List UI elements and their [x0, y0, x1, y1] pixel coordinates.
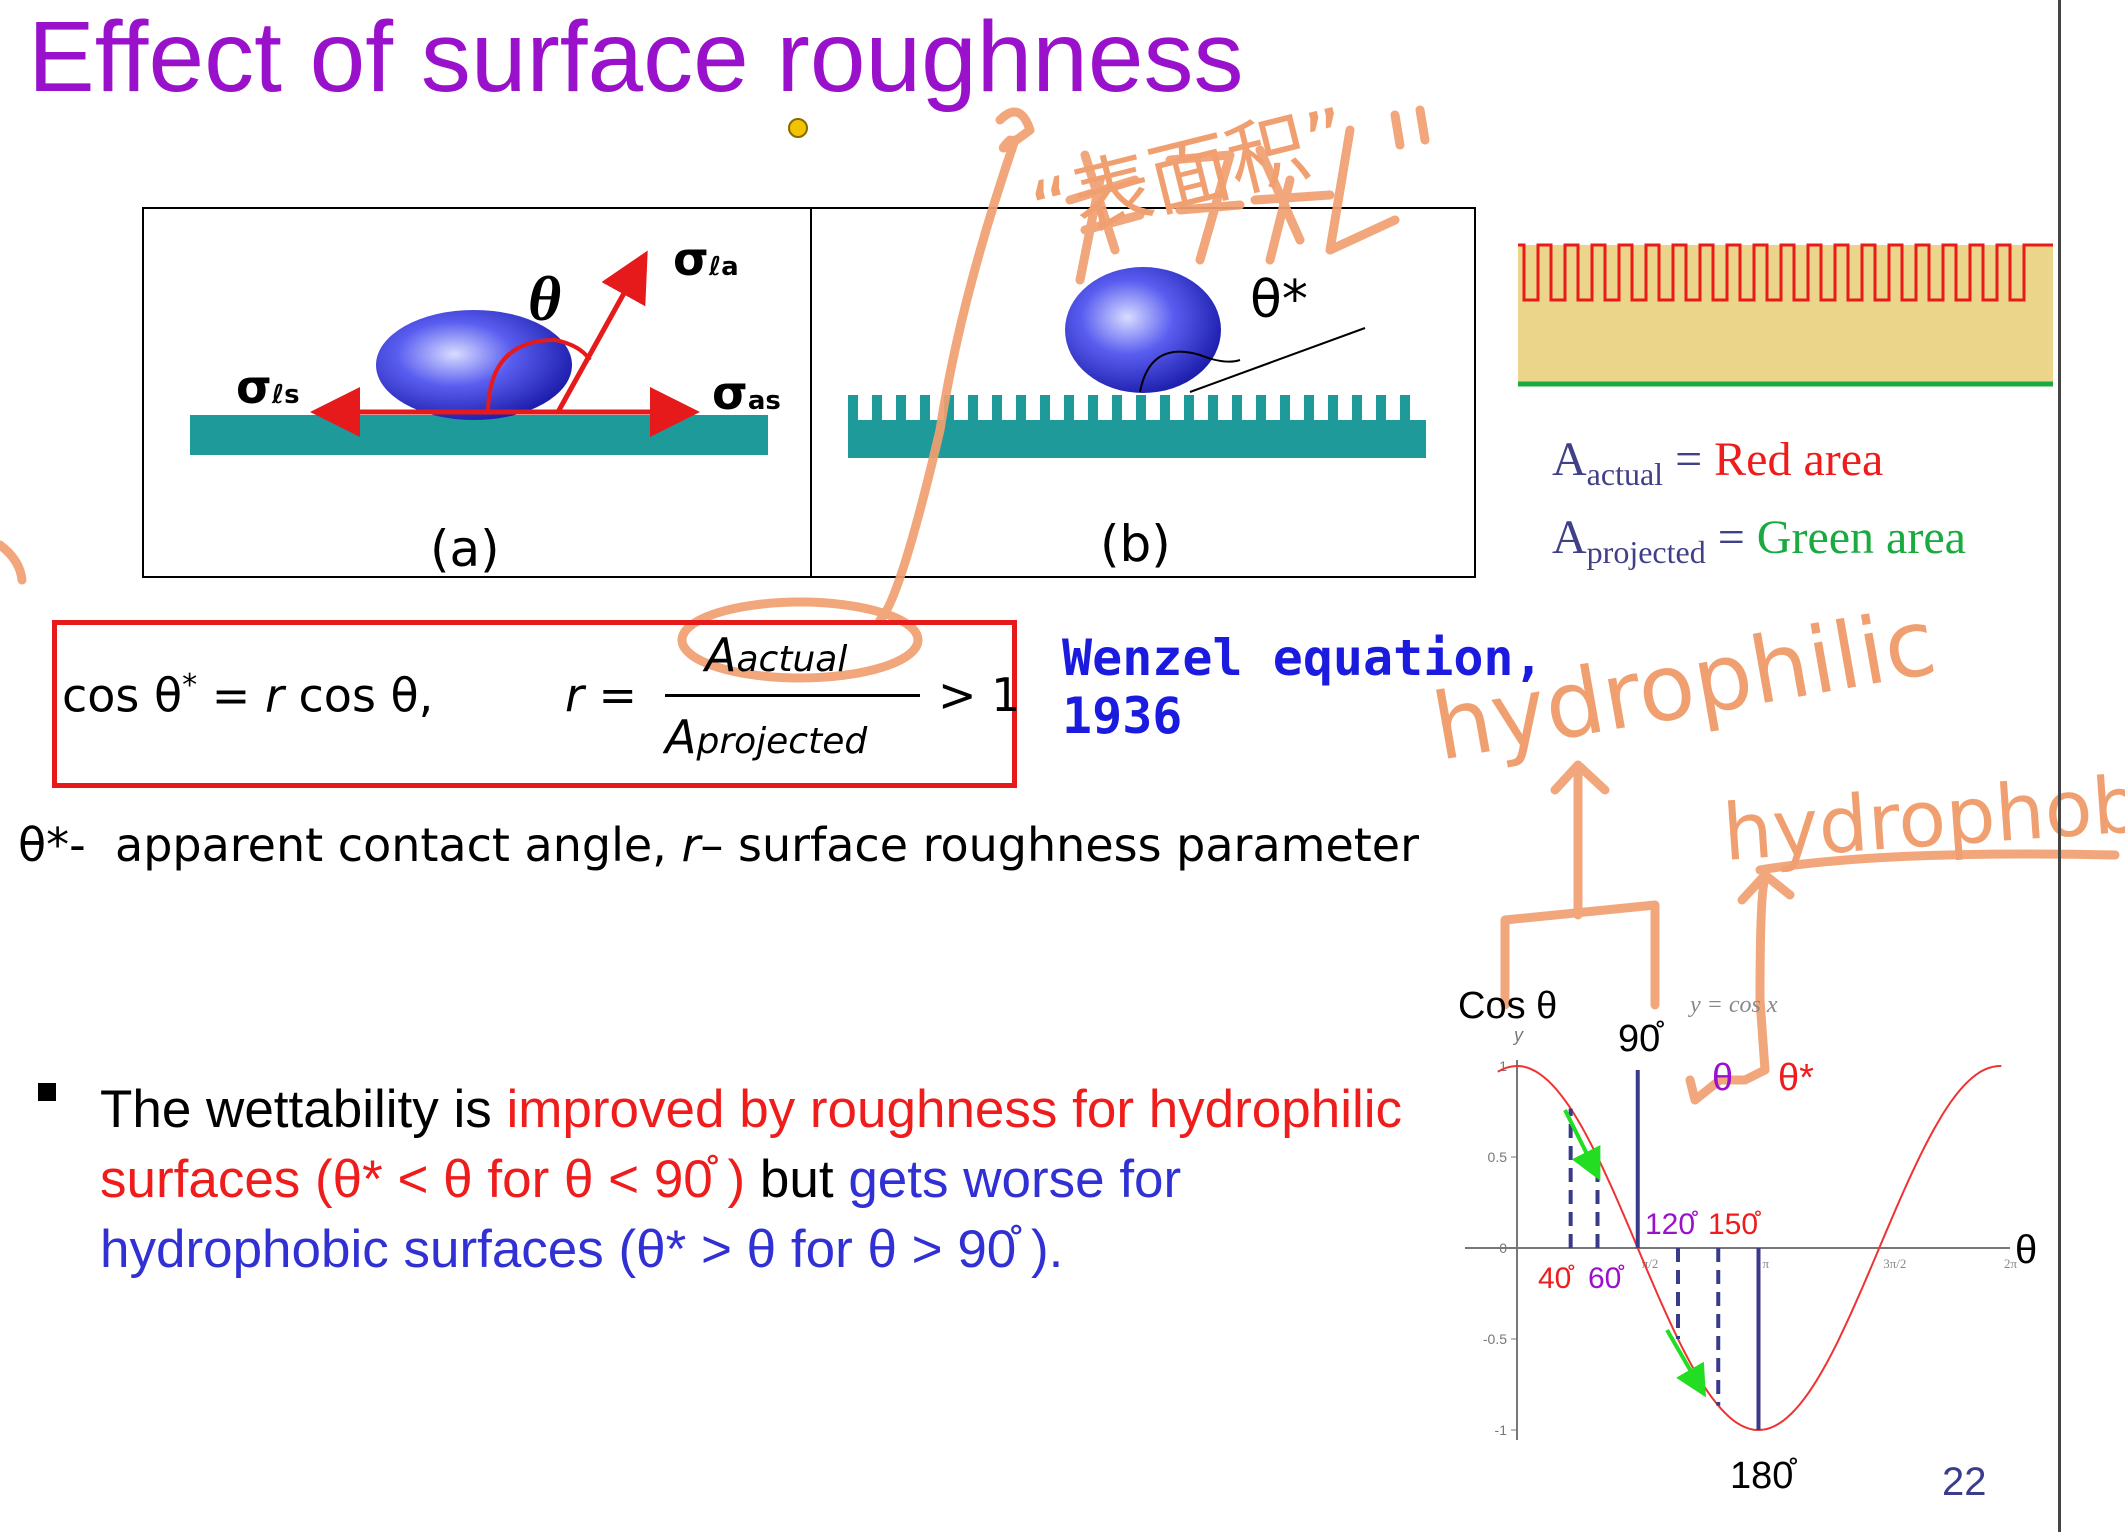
arrow-hydrophobic [1665, 1328, 1707, 1398]
chinese-annotation: “表面积” [1022, 90, 1358, 258]
figure-divider [810, 207, 812, 578]
plot-y-letter: y [1514, 1025, 1523, 1045]
theta-label: θ [528, 263, 562, 334]
area-legend: Aactual = Red area Aprojected = Green ar… [1552, 428, 1966, 584]
equation-r-def: r = [565, 668, 638, 722]
sigma-la-label: σℓa [673, 232, 739, 286]
roughness-schematic [1518, 245, 2053, 383]
equation-denominator: Aprojected [665, 710, 868, 764]
actual-area-outline [1518, 243, 2053, 302]
label-60: 60̊ [1588, 1262, 1622, 1295]
slide-title: Effect of surface roughness [28, 1, 1244, 113]
equation-numerator: Aactual [705, 628, 848, 682]
plot-ylabel: Cos θ [1458, 985, 1558, 1027]
handwritten-ink [0, 105, 2120, 1105]
bullet-marker [38, 1083, 56, 1101]
x-ticks: π/2 π 3π/2 2π [1642, 1256, 2018, 1271]
label-180: 180̊ [1730, 1455, 1794, 1497]
theta-star-label: θ* [1250, 270, 1308, 330]
hydrophobic-annotation: hydrophobic [1720, 755, 2125, 879]
y-tick-label: 1 [1499, 1058, 1507, 1074]
sigma-ls-label: σℓs [236, 360, 300, 414]
arrow-hydrophilic [1563, 1109, 1601, 1181]
x-tick-label: π [1762, 1256, 1769, 1271]
page-number: 22 [1942, 1460, 1987, 1504]
angle-arc-a [486, 337, 592, 411]
angle-markers [1568, 1070, 1761, 1430]
bullet-text: The wettability is improved by roughness… [100, 1080, 1403, 1279]
plot-formula: y = cos x [1690, 992, 1778, 1018]
definition-line: θ*- apparent contact angle, r– surface r… [18, 818, 1420, 872]
legend-projected: Aprojected = Green area [1552, 511, 1966, 570]
label-150: 150̊ [1708, 1208, 1759, 1241]
theta-star-mark: θ* [1778, 1057, 1814, 1099]
sigma-la-vector [555, 250, 648, 414]
sigma-as-label: σas [712, 366, 781, 420]
y-ticks: 1 0.5 0 -0.5 -1 [1483, 1058, 1517, 1438]
cosine-plot: 10.50-0.5-1 π/2 π 3π/2 2π [1465, 1058, 2018, 1440]
y-tick-label: -1 [1495, 1422, 1508, 1438]
droplet-b [1065, 267, 1221, 393]
slide-edge [2058, 0, 2061, 1532]
tangent-line [1189, 327, 1366, 393]
y-tick-label: 0.5 [1488, 1149, 1508, 1165]
legend-actual: Aactual = Red area [1552, 433, 1884, 492]
wenzel-caption: Wenzel equation, 1936 [1062, 629, 1544, 745]
y-tick-label: -0.5 [1483, 1331, 1507, 1347]
angle-arc-b [1139, 350, 1241, 393]
equation-gt: > 1 [938, 668, 1021, 722]
cosine-curve [1497, 1064, 2002, 1432]
smooth-surface [190, 415, 768, 455]
label-90: 90̊ [1618, 1018, 1661, 1060]
fraction-bar [665, 694, 920, 697]
y-tick-label: 0 [1499, 1240, 1507, 1256]
droplet-a [376, 310, 572, 420]
x-tick-label: 2π [2004, 1256, 2018, 1271]
wenzel-equation-box [52, 620, 1017, 788]
label-40: 40̊ [1538, 1262, 1572, 1295]
label-120: 120̊ [1645, 1208, 1696, 1241]
plot-xlabel: θ [2015, 1228, 2038, 1272]
x-tick-label: 3π/2 [1883, 1256, 1906, 1271]
surface-pillars [848, 395, 1410, 421]
comment-icon[interactable] [788, 118, 808, 138]
theta-mark: θ [1712, 1057, 1734, 1099]
label-b: (b) [1100, 515, 1171, 573]
equation-lhs: cos θ* = r cos θ, [62, 668, 434, 723]
contact-angle-figure [142, 207, 1476, 578]
label-a: (a) [430, 520, 500, 578]
